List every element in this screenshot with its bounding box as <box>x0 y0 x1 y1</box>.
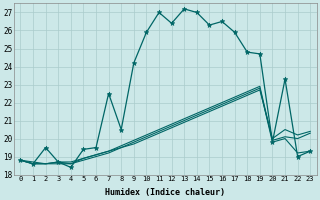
X-axis label: Humidex (Indice chaleur): Humidex (Indice chaleur) <box>105 188 225 197</box>
